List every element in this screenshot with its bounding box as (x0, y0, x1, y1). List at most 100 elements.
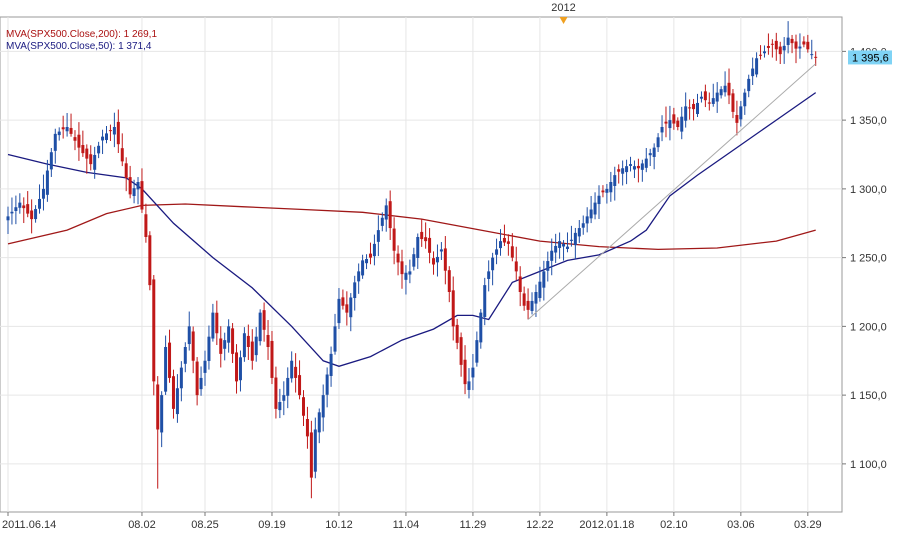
candle-body (278, 402, 282, 411)
candle-body (475, 340, 479, 363)
y-tick-label: 1 350,0 (850, 115, 887, 127)
last-price-badge (848, 50, 892, 65)
candle-body (392, 228, 396, 251)
x-tick-label: 09.19 (258, 519, 286, 531)
candle-body (105, 133, 108, 140)
candle-body (211, 312, 215, 339)
candle-body (625, 166, 629, 173)
candle-body (183, 347, 187, 364)
candle-body (124, 163, 128, 178)
candle-body (203, 360, 207, 373)
candle-body (14, 207, 18, 211)
candle-body (514, 261, 518, 272)
candle-body (432, 258, 436, 265)
candle-body (282, 395, 286, 401)
candle-body (510, 246, 514, 258)
candle-body (711, 98, 715, 104)
candle-body (77, 134, 81, 148)
ma200-line (7, 203, 816, 251)
candle-body (794, 41, 798, 49)
candle-body (810, 54, 814, 56)
candle-body (235, 352, 239, 382)
candle-body (156, 384, 160, 430)
x-tick-label: 02.10 (660, 519, 688, 531)
candle-body (298, 375, 302, 396)
candle-body (140, 181, 144, 210)
candle-body (38, 198, 42, 209)
candle-body (30, 210, 34, 220)
candle-body (790, 38, 794, 44)
candle-body (577, 228, 581, 237)
candle-body (404, 272, 408, 280)
candle-body (502, 237, 506, 243)
candle-body (270, 340, 274, 378)
candle-body (569, 239, 573, 241)
candle-body (731, 93, 735, 112)
candle-body (108, 130, 112, 132)
candle-body (164, 347, 168, 392)
x-tick-label: 2011.06.14 (2, 519, 56, 531)
candle-body (238, 357, 242, 381)
candle-body (585, 216, 589, 224)
candle-body (400, 261, 404, 275)
candle-body (609, 182, 613, 193)
candle-body (69, 127, 73, 134)
candle-body (357, 271, 361, 282)
candle-body (782, 45, 786, 51)
x-tick-label: 11.29 (460, 519, 487, 531)
ma50-line (7, 92, 817, 367)
candle-body (22, 205, 26, 209)
candle-body (294, 366, 298, 378)
candle-body (250, 341, 254, 361)
candle-body (467, 381, 471, 390)
candle-body (692, 103, 696, 110)
candle-body (471, 367, 475, 378)
candle-body (747, 78, 751, 92)
candle-body (258, 312, 262, 342)
candle-body (376, 230, 380, 242)
grid (0, 17, 842, 512)
candle-body (538, 281, 542, 299)
candle-body (412, 254, 416, 267)
candle-body (136, 182, 140, 190)
y-tick-label: 1 250,0 (850, 253, 887, 265)
candle-body (672, 114, 676, 124)
candle-body (231, 328, 235, 354)
candle-body (420, 231, 424, 240)
candle-body (85, 148, 89, 159)
candle-body (664, 121, 668, 124)
y-tick-label: 1 300,0 (850, 184, 887, 196)
candle-body (148, 235, 152, 286)
candle-body (632, 166, 636, 170)
candle-body (522, 293, 526, 306)
candle-body (6, 216, 10, 221)
candle-body (542, 271, 546, 288)
candle-body (774, 40, 778, 50)
candle-body (660, 127, 664, 133)
legend-ma50: MVA(SPX500.Close,50): 1 371,4 (6, 41, 152, 52)
candle-body (739, 106, 743, 120)
candle-body (459, 337, 463, 365)
candle-body (798, 46, 802, 49)
y-axis: 1 100,0 1 150,0 1 200,0 1 250,0 1 300,0 1 350… (842, 46, 887, 471)
candle-body (408, 271, 412, 275)
candle-body (329, 353, 333, 376)
candle-body (171, 376, 175, 409)
candle-body (558, 241, 562, 248)
candle-body (65, 127, 69, 132)
candle-body (479, 312, 483, 343)
trendline (527, 63, 817, 320)
candle-body (305, 419, 309, 437)
candle-body (223, 340, 227, 349)
last-price-label: 1 395,6 (852, 52, 889, 64)
candle-body (168, 342, 172, 378)
candle-body (207, 336, 211, 361)
candle-body (242, 333, 246, 358)
candle-body (786, 37, 790, 45)
x-tick-label: 12.22 (526, 519, 554, 531)
candle-body (361, 260, 365, 276)
candle-body (495, 249, 499, 255)
candle-body (707, 102, 711, 104)
candle-body (333, 326, 337, 352)
